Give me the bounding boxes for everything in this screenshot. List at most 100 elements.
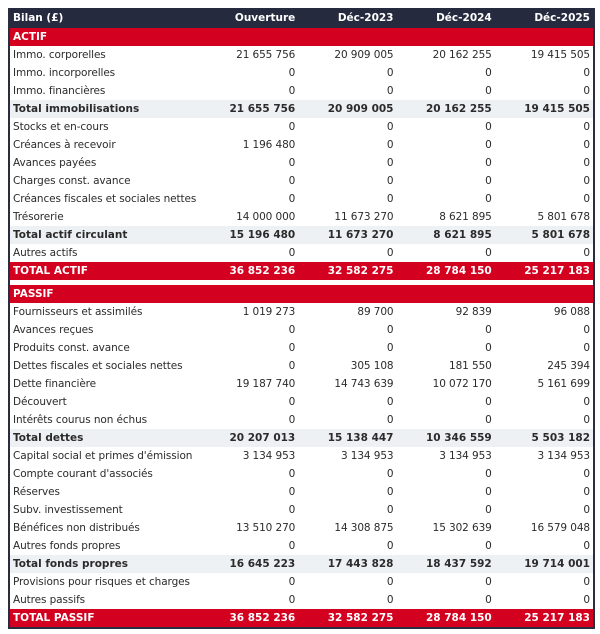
row-value: 0 xyxy=(288,594,296,606)
row-label: Immo. corporelles xyxy=(13,49,106,61)
row-label: Provisions pour risques et charges xyxy=(13,576,190,588)
row-value: 0 xyxy=(583,342,590,354)
row-value: 14 000 000 xyxy=(236,211,296,223)
row-value: 0 xyxy=(485,504,492,516)
row-value: 14 743 639 xyxy=(334,378,394,390)
row-value: 0 xyxy=(288,157,296,169)
row-value xyxy=(200,28,299,46)
row-value: 0 xyxy=(485,324,492,336)
row-value: 305 108 xyxy=(350,360,394,372)
row-value: 0 xyxy=(386,396,394,408)
row-value: 13 510 270 xyxy=(236,522,296,534)
table-row: Trésorerie 14 000 000 11 673 270 8 621 895 5… xyxy=(10,208,593,226)
row-value: 0 xyxy=(288,85,296,97)
row-value xyxy=(298,28,397,46)
row-value: 0 xyxy=(288,504,296,516)
row-value: 0 xyxy=(288,247,296,259)
row-value: 0 xyxy=(386,576,394,588)
row-value: 19 415 505 xyxy=(530,49,590,61)
subtotal-row: Total immobilisations 21 655 756 20 909 00… xyxy=(10,100,593,118)
row-value: 11 673 270 xyxy=(334,211,394,223)
row-value: 0 xyxy=(386,468,394,480)
row-label: Bénéfices non distribués xyxy=(13,522,140,534)
row-value: 8 621 895 xyxy=(439,211,492,223)
table-row: Avances reçues 0 0 0 0 xyxy=(10,321,593,339)
row-value: 0 xyxy=(485,594,492,606)
row-value: 0 xyxy=(485,67,492,79)
row-value: 19 187 740 xyxy=(236,378,296,390)
row-label: PASSIF xyxy=(10,285,200,303)
row-value: 15 196 480 xyxy=(200,226,299,244)
row-label: Fournisseurs et assimilés xyxy=(13,306,143,318)
row-value: 0 xyxy=(288,360,296,372)
row-value: 0 xyxy=(583,576,590,588)
table-row: Dettes fiscales et sociales nettes 0 305 1… xyxy=(10,357,593,375)
table-row: Autres passifs 0 0 0 0 xyxy=(10,591,593,609)
row-value: 0 xyxy=(386,504,394,516)
balance-sheet-table: Bilan (£) Ouverture Déc-2023 Déc-2024 Dé… xyxy=(10,8,593,627)
table-row: Immo. corporelles 21 655 756 20 909 005 20 … xyxy=(10,46,593,64)
row-label: Stocks et en-cours xyxy=(13,121,109,133)
row-value: 0 xyxy=(386,486,394,498)
row-value: 21 655 756 xyxy=(200,100,299,118)
row-label: Total fonds propres xyxy=(10,555,200,573)
row-value: 0 xyxy=(288,468,296,480)
row-value: 0 xyxy=(386,175,394,187)
table-row: Bénéfices non distribués 13 510 270 14 308… xyxy=(10,519,593,537)
row-value: 15 138 447 xyxy=(298,429,397,447)
row-value: 0 xyxy=(386,67,394,79)
row-label: Produits const. avance xyxy=(13,342,130,354)
row-value: 11 673 270 xyxy=(298,226,397,244)
row-value: 0 xyxy=(583,594,590,606)
row-label xyxy=(10,280,200,285)
row-label: Avances payées xyxy=(13,157,97,169)
row-value: 17 443 828 xyxy=(298,555,397,573)
row-label: TOTAL ACTIF xyxy=(10,262,200,280)
row-value xyxy=(298,285,397,303)
row-value: 0 xyxy=(288,486,296,498)
row-value: 0 xyxy=(583,468,590,480)
row-label: Total actif circulant xyxy=(10,226,200,244)
row-label: Subv. investissement xyxy=(13,504,123,516)
row-value: 19 415 505 xyxy=(494,100,593,118)
row-value: 0 xyxy=(485,175,492,187)
row-value: 0 xyxy=(386,414,394,426)
row-label: Dette financière xyxy=(13,378,97,390)
row-value: 0 xyxy=(583,540,590,552)
row-value: 32 582 275 xyxy=(298,609,397,627)
row-label: Compte courant d'associés xyxy=(13,468,153,480)
row-value: 96 088 xyxy=(553,306,590,318)
row-label: Créances fiscales et sociales nettes xyxy=(13,193,197,205)
row-value: 0 xyxy=(485,139,492,151)
row-value: 0 xyxy=(485,342,492,354)
row-label: TOTAL PASSIF xyxy=(10,609,200,627)
row-value: 36 852 236 xyxy=(200,262,299,280)
row-value: 0 xyxy=(288,175,296,187)
row-value: 0 xyxy=(485,121,492,133)
row-value: 0 xyxy=(583,175,590,187)
row-value xyxy=(298,280,397,285)
row-label: Total immobilisations xyxy=(10,100,200,118)
column-header: Déc-2024 xyxy=(396,8,495,28)
table-row: Fournisseurs et assimilés 1 019 273 89 700… xyxy=(10,303,593,321)
row-value: 0 xyxy=(288,193,296,205)
row-value: 0 xyxy=(485,396,492,408)
row-value: 0 xyxy=(485,157,492,169)
row-value: 0 xyxy=(485,247,492,259)
row-label: Autres actifs xyxy=(13,247,78,259)
row-value: 0 xyxy=(485,193,492,205)
row-value: 16 645 223 xyxy=(200,555,299,573)
row-label: Autres passifs xyxy=(13,594,86,606)
row-value: 25 217 183 xyxy=(494,262,593,280)
row-value: 0 xyxy=(485,414,492,426)
row-value: 3 134 953 xyxy=(242,450,296,462)
row-label: Créances à recevoir xyxy=(13,139,116,151)
row-value: 0 xyxy=(583,85,590,97)
section-gap xyxy=(10,280,593,285)
row-value: 10 072 170 xyxy=(432,378,492,390)
row-value: 0 xyxy=(386,594,394,606)
row-value: 15 302 639 xyxy=(432,522,492,534)
row-value: 89 700 xyxy=(357,306,394,318)
row-value: 28 784 150 xyxy=(396,609,495,627)
row-value: 20 909 005 xyxy=(298,100,397,118)
